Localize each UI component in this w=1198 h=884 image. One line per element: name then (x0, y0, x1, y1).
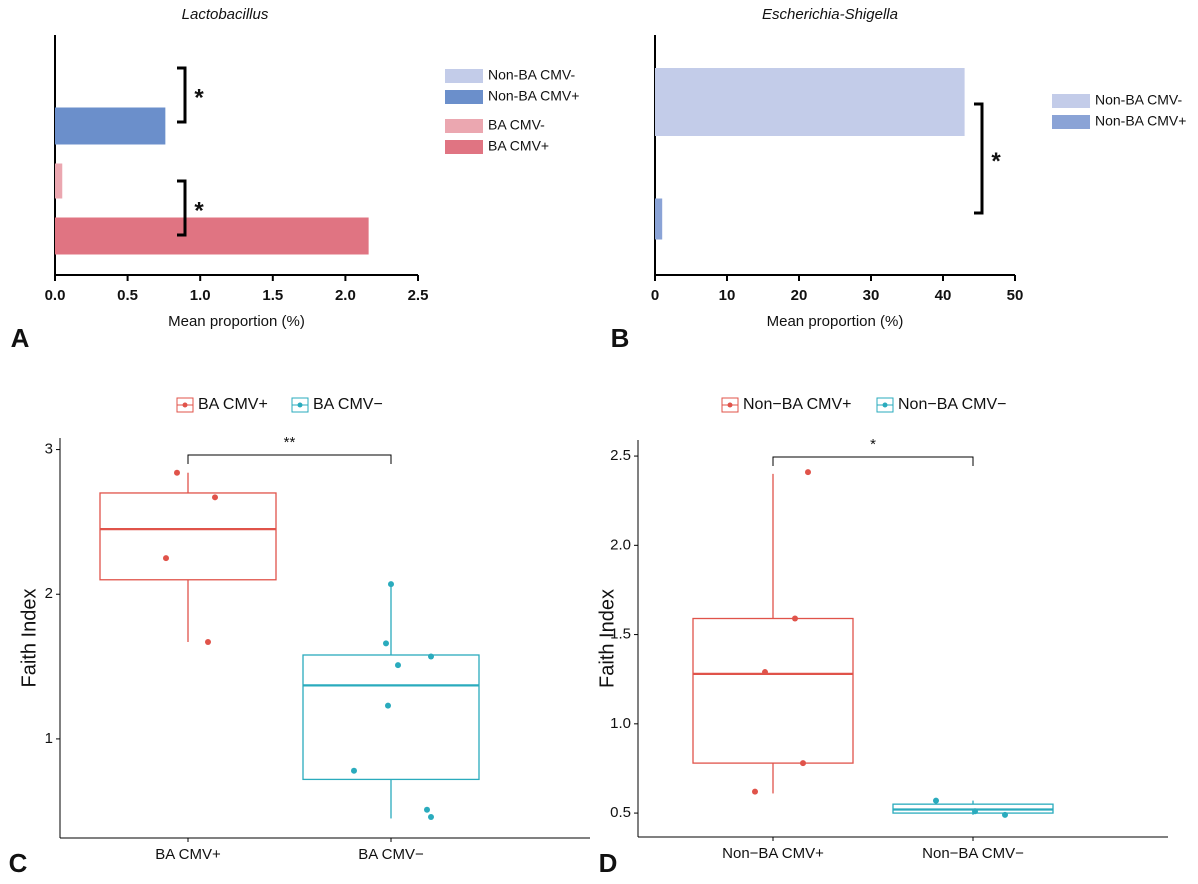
significance-label: * (194, 84, 204, 111)
x-tick-label: 0.5 (117, 287, 138, 304)
x-tick-label: BA CMV+ (155, 846, 221, 863)
legend-swatch (1052, 94, 1090, 108)
legend-key-dot (727, 402, 733, 408)
legend-label: Non-BA CMV- (1095, 92, 1182, 108)
legend-key-dot (297, 402, 303, 408)
panel-label: B (611, 323, 630, 353)
legend-key-dot (182, 402, 188, 408)
bar (655, 68, 965, 136)
x-tick-label: Non−BA CMV− (922, 845, 1024, 862)
box (302, 654, 480, 781)
x-tick-label: 30 (863, 287, 880, 304)
legend-swatch (445, 90, 483, 104)
x-tick-label: BA CMV− (358, 846, 424, 863)
panel-label: A (11, 323, 30, 353)
point (800, 760, 806, 767)
x-tick-label: 50 (1007, 287, 1024, 304)
point (351, 767, 357, 774)
point (174, 469, 180, 476)
x-tick-label: 0.0 (45, 287, 66, 304)
bar (55, 107, 166, 145)
x-tick-label: 20 (791, 287, 808, 304)
x-tick-label: Non−BA CMV+ (722, 845, 824, 862)
point (752, 788, 758, 795)
legend-key-dot (882, 402, 888, 408)
x-tick-label: 1.0 (190, 287, 211, 304)
legend-label: Non−BA CMV+ (743, 396, 852, 413)
y-axis-label: Faith Index (18, 589, 40, 688)
point (933, 797, 939, 804)
significance-bracket (974, 102, 984, 215)
panel-label: D (599, 848, 618, 878)
chart-title: Lactobacillus (182, 6, 269, 23)
legend-label: BA CMV+ (488, 138, 549, 154)
x-tick-label: 0 (651, 287, 659, 304)
significance-label: * (870, 436, 876, 453)
x-tick-label: 1.5 (262, 287, 283, 304)
point (805, 469, 811, 476)
legend-label: Non-BA CMV- (488, 67, 575, 83)
point (1002, 811, 1008, 818)
point (212, 494, 218, 501)
point (395, 662, 401, 669)
legend-label: BA CMV+ (198, 396, 268, 413)
legend-label: Non-BA CMV+ (1095, 113, 1186, 129)
point (972, 808, 978, 815)
point (163, 555, 169, 562)
y-tick-label: 1 (45, 730, 53, 747)
x-tick-label: 10 (719, 287, 736, 304)
y-tick-label: 3 (45, 441, 53, 458)
point (205, 638, 211, 645)
y-tick-label: 2 (45, 585, 53, 602)
point (388, 581, 394, 588)
chart-title: Escherichia-Shigella (762, 6, 898, 23)
significance-label: * (194, 197, 204, 224)
significance-bracket (177, 66, 187, 124)
significance-bracket (772, 456, 974, 466)
y-tick-label: 1.0 (610, 715, 631, 732)
point (428, 814, 434, 821)
significance-bracket (187, 454, 392, 464)
x-tick-label: 2.5 (408, 287, 429, 304)
point (383, 640, 389, 647)
point (428, 653, 434, 660)
legend-label: Non-BA CMV+ (488, 88, 579, 104)
box (692, 617, 854, 764)
y-axis-label: Faith Index (596, 589, 618, 688)
bar (655, 198, 663, 240)
significance-label: * (991, 148, 1001, 175)
x-tick-label: 40 (935, 287, 952, 304)
y-tick-label: 0.5 (610, 804, 631, 821)
y-tick-label: 2.0 (610, 536, 631, 553)
x-axis-label: Mean proportion (%) (168, 313, 305, 330)
x-axis-label: Mean proportion (%) (767, 313, 904, 330)
panel-label: C (9, 848, 28, 878)
point (385, 702, 391, 709)
y-tick-label: 2.5 (610, 447, 631, 464)
legend-swatch (445, 69, 483, 83)
legend-swatch (445, 140, 483, 154)
y-tick-label: 1.5 (610, 626, 631, 643)
significance-bracket (177, 179, 187, 237)
x-tick-label: 2.0 (335, 287, 356, 304)
legend-label: BA CMV- (488, 117, 545, 133)
significance-label: ** (284, 434, 296, 451)
legend-label: BA CMV− (313, 396, 383, 413)
bar (55, 217, 369, 255)
legend-swatch (445, 119, 483, 133)
point (424, 806, 430, 813)
legend-label: Non−BA CMV− (898, 396, 1007, 413)
box (99, 492, 277, 581)
point (762, 669, 768, 676)
legend-swatch (1052, 115, 1090, 129)
bar (55, 163, 63, 199)
point (792, 615, 798, 622)
